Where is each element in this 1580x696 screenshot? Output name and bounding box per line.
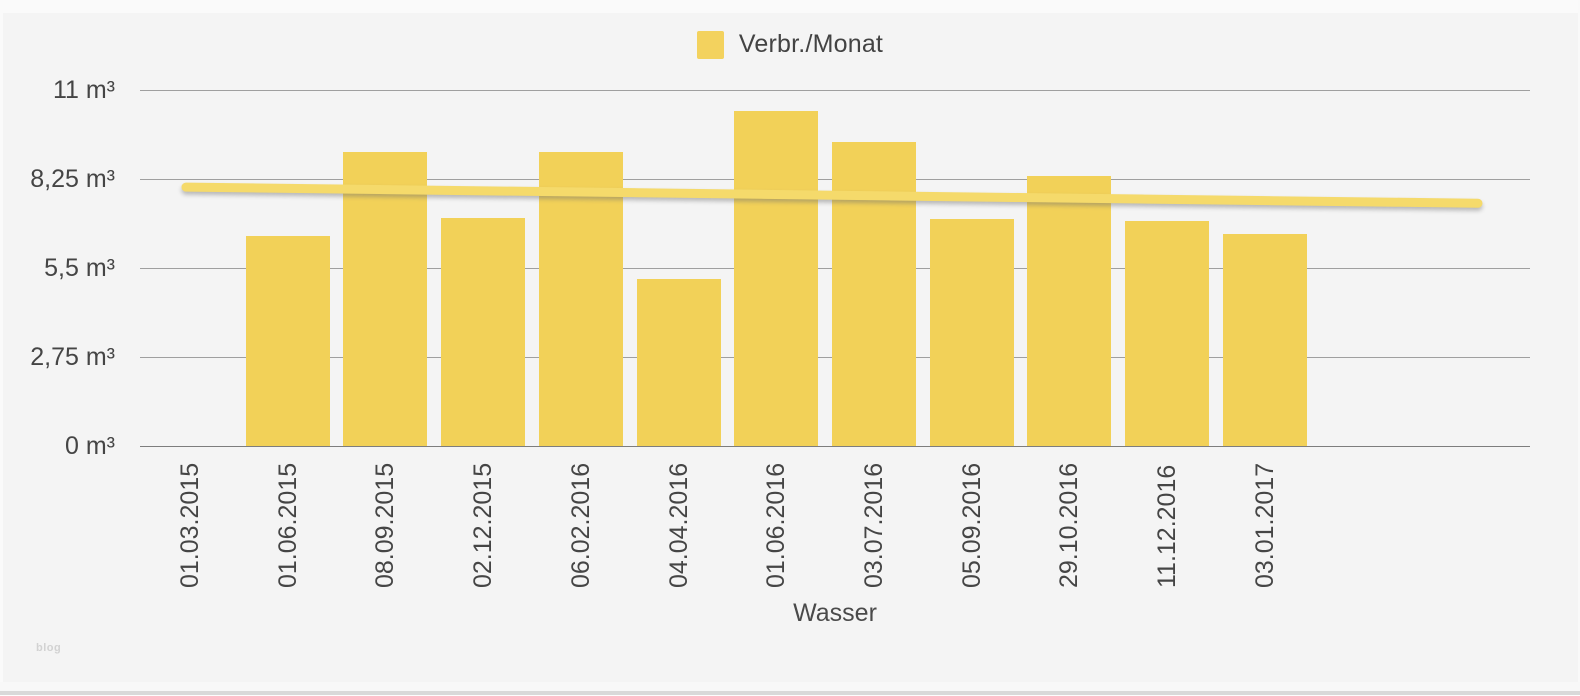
bar-08.09.2015[interactable] [343,151,428,446]
bar-01.06.2016[interactable] [734,111,819,446]
legend-label: Verbr./Monat [738,30,884,58]
x-axis-title: Wasser [793,599,877,627]
bar-02.12.2015[interactable] [441,217,526,446]
chart-legend: Verbr./Monat [0,30,1580,59]
y-tick-label: 2,75 m³ [30,343,115,371]
y-tick-label: 11 m³ [52,76,115,104]
window-left-edge [0,0,3,696]
bar-03.01.2017[interactable] [1222,234,1307,446]
bar-29.10.2016[interactable] [1027,175,1112,446]
y-tick-label: 5,5 m³ [44,254,115,282]
trend-line [181,182,1483,208]
bar-01.06.2015[interactable] [245,235,330,446]
bar-11.12.2016[interactable] [1125,221,1209,446]
legend-swatch-icon [696,30,724,59]
bar-04.04.2016[interactable] [636,279,721,446]
y-tick-label: 8,25 m³ [30,165,115,193]
window-top-edge [0,0,1580,13]
bar-05.09.2016[interactable] [929,219,1014,446]
window-bottom-line [0,691,1580,695]
y-tick-label: 0 m³ [65,432,115,460]
watermark: blog [36,642,62,654]
window-bottom-edge [0,682,1580,691]
gridline [140,89,1530,91]
plot-area [140,89,1530,447]
bar-06.02.2016[interactable] [538,151,623,446]
legend-item-verbr-monat[interactable]: Verbr./Monat [696,30,884,59]
gridline [140,445,1530,447]
window-right-edge [1578,0,1580,696]
